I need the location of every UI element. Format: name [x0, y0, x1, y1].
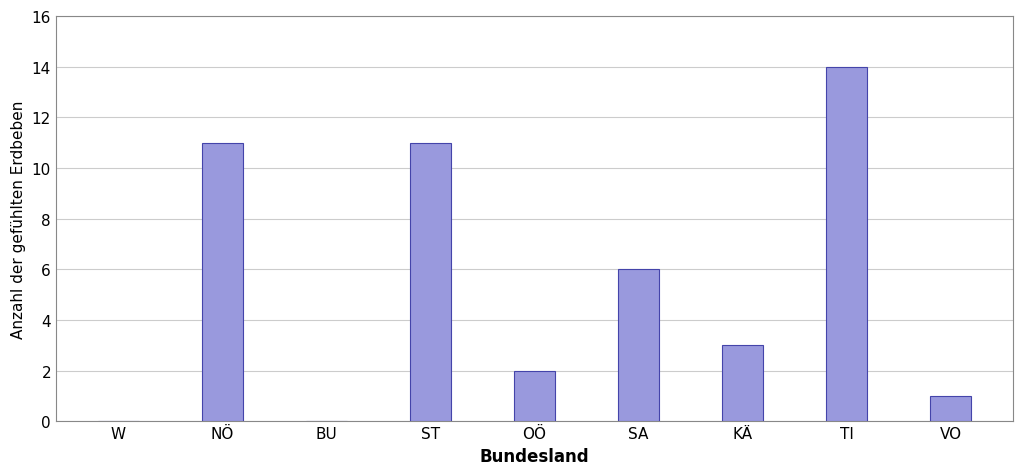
Y-axis label: Anzahl der gefühlten Erdbeben: Anzahl der gefühlten Erdbeben	[11, 100, 26, 338]
Bar	[410, 143, 452, 422]
Bar	[202, 143, 243, 422]
Bar	[514, 371, 555, 422]
Bar	[722, 346, 763, 422]
Bar	[930, 397, 972, 422]
Bar	[825, 68, 867, 422]
Bar	[617, 270, 659, 422]
X-axis label: Bundesland: Bundesland	[479, 447, 589, 465]
